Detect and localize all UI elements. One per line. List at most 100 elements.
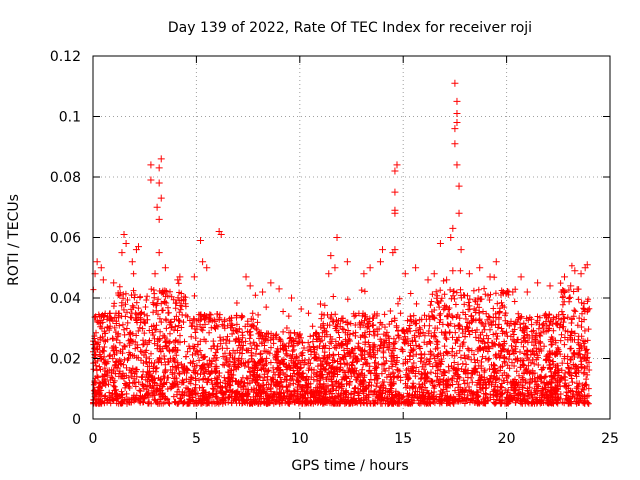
y-tick-labels: 0 0.02 0.04 0.06 0.08 0.1 0.12 bbox=[50, 49, 81, 428]
data-point bbox=[391, 206, 399, 214]
data-point bbox=[366, 264, 374, 272]
data-point bbox=[391, 188, 399, 196]
data-point bbox=[492, 258, 500, 266]
data-point bbox=[199, 258, 207, 266]
chart-title: Day 139 of 2022, Rate Of TEC Index for r… bbox=[168, 20, 532, 36]
data-point bbox=[197, 237, 205, 245]
y-tick-label: 0.12 bbox=[50, 49, 81, 65]
grid bbox=[93, 56, 610, 419]
y-axis-label: ROTI / TECUs bbox=[6, 194, 22, 286]
x-tick-label: 10 bbox=[291, 431, 309, 447]
data-point bbox=[120, 230, 128, 238]
data-point bbox=[118, 249, 126, 257]
data-point bbox=[546, 282, 554, 290]
scatter-band bbox=[90, 262, 593, 407]
data-point bbox=[331, 264, 339, 272]
axis-ticks bbox=[92, 55, 611, 420]
y-tick-label: 0.06 bbox=[50, 231, 81, 247]
data-point bbox=[333, 234, 341, 241]
data-point bbox=[153, 203, 161, 211]
x-tick-label: 15 bbox=[394, 431, 412, 447]
data-point bbox=[534, 279, 542, 287]
data-point bbox=[110, 279, 118, 287]
y-tick-label: 0.08 bbox=[50, 170, 81, 186]
data-point bbox=[203, 264, 211, 272]
data-point bbox=[93, 258, 101, 266]
data-point bbox=[97, 264, 105, 272]
data-point bbox=[455, 209, 463, 217]
scatter-band-marks bbox=[90, 262, 593, 407]
data-point bbox=[583, 261, 591, 269]
data-point bbox=[412, 264, 420, 272]
data-point bbox=[267, 279, 275, 287]
data-point bbox=[476, 264, 484, 272]
data-point bbox=[122, 240, 130, 248]
x-tick-label: 5 bbox=[192, 431, 201, 447]
data-point bbox=[161, 264, 169, 272]
data-point bbox=[453, 109, 461, 117]
data-point bbox=[217, 230, 225, 238]
data-point bbox=[147, 161, 155, 169]
data-point bbox=[451, 140, 459, 148]
data-point bbox=[327, 252, 335, 260]
y-tick-label: 0.1 bbox=[59, 110, 81, 126]
y-tick-label: 0.02 bbox=[50, 352, 81, 368]
data-point bbox=[288, 294, 296, 302]
y-tick-label: 0.04 bbox=[50, 291, 81, 307]
data-point bbox=[157, 194, 165, 202]
data-point bbox=[134, 243, 142, 251]
x-axis-label: GPS time / hours bbox=[291, 458, 408, 474]
data-point bbox=[453, 97, 461, 105]
data-point bbox=[393, 161, 401, 169]
data-point bbox=[360, 270, 368, 278]
data-point bbox=[155, 164, 163, 172]
data-point bbox=[157, 155, 165, 163]
data-point bbox=[571, 267, 579, 275]
data-point bbox=[155, 215, 163, 223]
x-tick-label: 25 bbox=[601, 431, 619, 447]
data-point bbox=[447, 234, 455, 241]
data-point bbox=[451, 79, 459, 87]
data-point bbox=[523, 288, 531, 296]
data-point bbox=[391, 246, 399, 254]
data-point bbox=[391, 167, 399, 175]
data-point bbox=[567, 282, 575, 290]
data-point bbox=[561, 273, 569, 281]
data-point bbox=[155, 179, 163, 187]
data-point bbox=[246, 282, 254, 290]
data-point bbox=[453, 161, 461, 169]
data-point bbox=[443, 276, 451, 284]
data-point bbox=[453, 119, 461, 127]
x-tick-label: 20 bbox=[498, 431, 516, 447]
x-tick-labels: 0 5 10 15 20 25 bbox=[89, 431, 619, 447]
data-point bbox=[401, 270, 409, 278]
data-point bbox=[455, 182, 463, 190]
data-point bbox=[147, 176, 155, 184]
data-point bbox=[128, 258, 136, 266]
data-point bbox=[517, 273, 525, 281]
data-point bbox=[457, 246, 465, 254]
data-point bbox=[316, 300, 324, 308]
data-point bbox=[424, 276, 432, 284]
data-point bbox=[379, 246, 387, 254]
data-point bbox=[325, 270, 333, 278]
data-point bbox=[486, 273, 494, 281]
data-point bbox=[376, 258, 384, 266]
data-point bbox=[436, 240, 444, 248]
data-point bbox=[451, 125, 459, 133]
data-point bbox=[176, 273, 184, 281]
data-point bbox=[151, 270, 159, 278]
y-tick-label: 0 bbox=[72, 412, 81, 428]
data-point bbox=[430, 270, 438, 278]
data-point bbox=[343, 258, 351, 266]
data-point bbox=[190, 273, 198, 281]
data-point bbox=[509, 288, 517, 296]
data-point bbox=[449, 224, 457, 232]
x-tick-label: 0 bbox=[89, 431, 98, 447]
data-point bbox=[275, 285, 283, 293]
data-point bbox=[465, 270, 473, 278]
data-point bbox=[449, 267, 457, 275]
scatter-points bbox=[91, 79, 591, 308]
data-point bbox=[155, 249, 163, 257]
